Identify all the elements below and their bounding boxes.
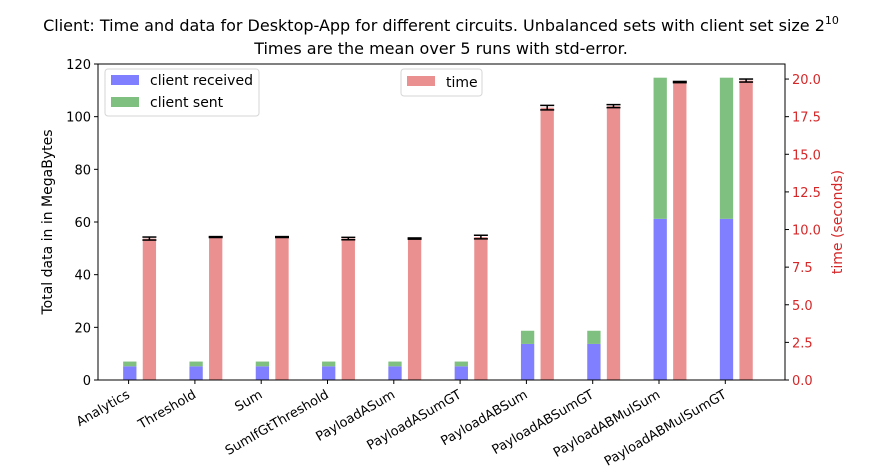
bar-client-sent xyxy=(587,330,601,344)
bar-client-sent xyxy=(454,361,468,367)
bar-client-received xyxy=(189,366,203,380)
bar-time xyxy=(341,238,355,380)
y2-tick-label: 5.0 xyxy=(792,299,813,314)
legend-swatch-time xyxy=(407,76,435,86)
bar-client-sent xyxy=(653,77,667,219)
bar-client-received xyxy=(123,366,137,380)
y-tick-label: 100 xyxy=(66,111,91,126)
bar-client-received xyxy=(454,366,468,380)
y-tick-label: 20 xyxy=(74,321,91,336)
legend-time: time xyxy=(400,68,483,97)
bar-time xyxy=(540,107,554,380)
bar-time xyxy=(209,237,223,380)
bar-client-sent xyxy=(322,361,336,367)
legend-swatch-sent xyxy=(111,97,139,107)
bar-client-received xyxy=(587,343,601,380)
y2-tick-label: 0.0 xyxy=(792,374,813,389)
y-axis-label: Total data in in MegaBytes xyxy=(40,129,56,315)
y2-axis-label: time (seconds) xyxy=(830,170,846,274)
bar-client-sent xyxy=(719,77,734,219)
bar-client-sent xyxy=(189,361,203,367)
chart-title-exponent: 10 xyxy=(825,14,839,27)
y-tick-label: 40 xyxy=(74,269,91,284)
y2-tick-label: 15.0 xyxy=(792,148,821,163)
y2-tick-label: 17.5 xyxy=(792,111,821,126)
y-tick-label: 0 xyxy=(83,374,91,389)
y2-tick-label: 7.5 xyxy=(792,261,813,276)
y-tick-label: 80 xyxy=(74,163,91,178)
y-tick-label: 60 xyxy=(74,216,91,231)
error-bars-layer xyxy=(142,78,754,241)
bar-client-sent xyxy=(520,330,535,344)
bar-client-received xyxy=(322,366,336,380)
bar-client-received xyxy=(520,343,535,380)
legend-label-sent: client sent xyxy=(150,95,224,111)
legend-data: client received client sent xyxy=(104,68,260,117)
bar-client-received xyxy=(719,218,734,380)
bar-client-received xyxy=(388,366,402,380)
legend-time-box xyxy=(400,68,483,97)
x-tick-label: PayloadABMulSum xyxy=(551,387,663,460)
bar-client-sent xyxy=(123,361,137,367)
chart-title: Client: Time and data for Desktop-App fo… xyxy=(43,14,839,35)
y-tick-label: 120 xyxy=(66,58,91,73)
y-axis-left: 0 20 40 60 80 100 120 xyxy=(66,58,98,389)
x-tick-label: Analytics xyxy=(74,387,133,430)
x-tick-label: Sum xyxy=(232,387,265,415)
chart-subtitle: Times are the mean over 5 runs with std-… xyxy=(253,39,628,58)
bar-time xyxy=(275,237,289,380)
legend-label-received: client received xyxy=(150,73,253,89)
bar-time xyxy=(739,80,753,381)
bar-time xyxy=(142,238,157,380)
y2-tick-label: 10.0 xyxy=(792,224,821,239)
y2-tick-label: 2.5 xyxy=(792,336,813,351)
bar-time xyxy=(474,237,488,380)
x-tick-label: PayloadABMulSumGT xyxy=(602,387,729,469)
legend-data-box xyxy=(104,68,260,117)
x-tick-label: Threshold xyxy=(135,387,199,433)
bar-time xyxy=(606,106,621,380)
legend-swatch-received xyxy=(111,75,139,85)
chart-title-main: Client: Time and data for Desktop-App fo… xyxy=(43,16,825,35)
bars-layer xyxy=(123,77,753,381)
bar-client-received xyxy=(255,366,270,380)
bar-client-sent xyxy=(255,361,270,367)
bar-time xyxy=(673,82,687,381)
bar-client-received xyxy=(653,218,667,380)
y-axis-right: 0.0 2.5 5.0 7.5 10.0 12.5 15.0 17.5 20.0 xyxy=(785,73,821,389)
bar-client-sent xyxy=(388,361,402,367)
x-axis: Analytics Threshold SumSumIfGtThresholdPay… xyxy=(74,380,729,470)
legend-label-time: time xyxy=(446,75,478,91)
y2-tick-label: 12.5 xyxy=(792,186,821,201)
bar-time xyxy=(407,238,422,380)
y2-tick-label: 20.0 xyxy=(792,73,821,88)
